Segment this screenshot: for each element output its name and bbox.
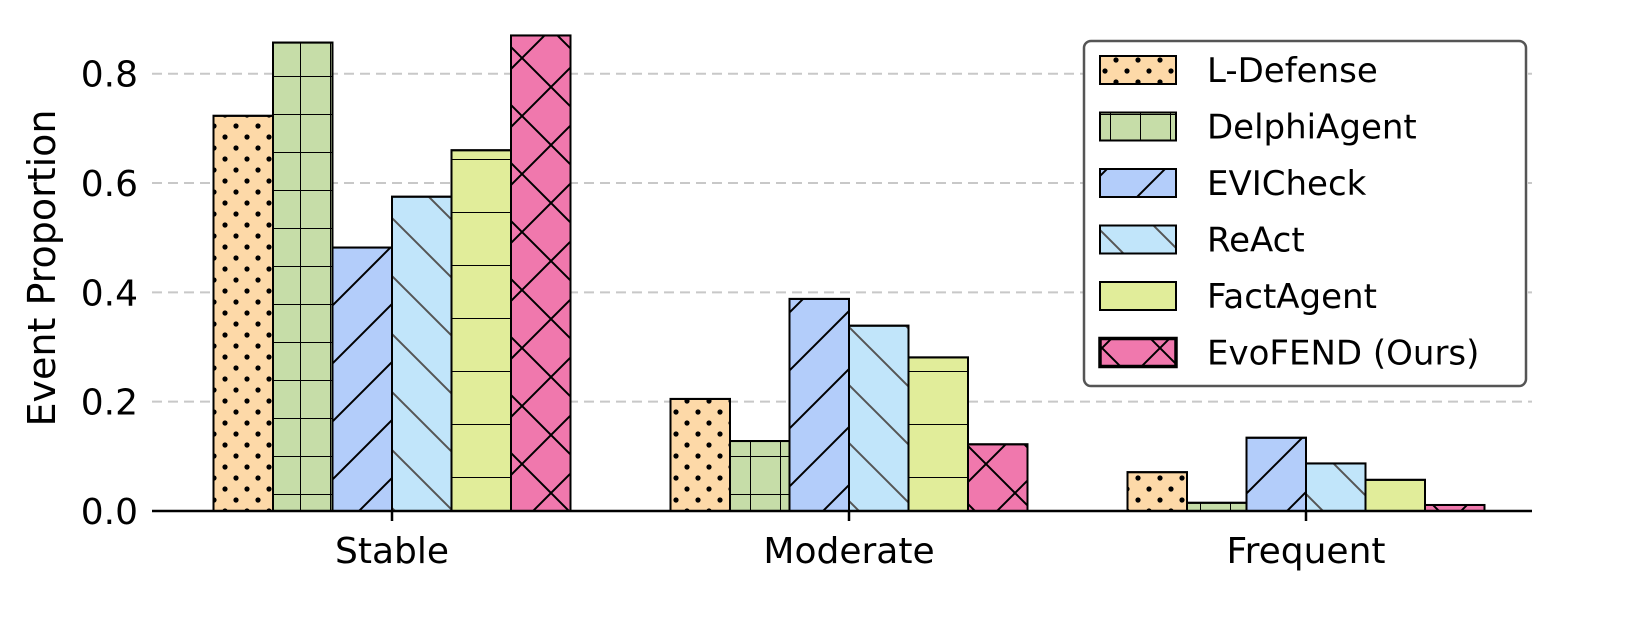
bar-factagent-stable [450, 149, 512, 512]
legend-swatch [1099, 224, 1177, 255]
legend-swatch [1099, 168, 1177, 198]
legend-label: EvoFEND (Ours) [1207, 334, 1479, 374]
bar-factagent-frequent [1364, 478, 1426, 513]
legend-item: ReAct [1099, 221, 1305, 261]
bar-react-moderate [848, 324, 910, 512]
legend-frame [1082, 39, 1528, 388]
y-axis-label: Event Proportion [20, 109, 64, 426]
bar-evicheck-moderate [788, 297, 850, 512]
legend-label: EVICheck [1207, 164, 1367, 204]
y-tick-label: 0.8 [81, 55, 138, 96]
bar-factagent-moderate [907, 356, 969, 512]
x-tick-label: Stable [335, 531, 449, 572]
legend-swatch [1099, 55, 1177, 85]
x-tick-label: Moderate [763, 531, 934, 572]
bar-evicheck-frequent [1245, 436, 1307, 512]
bar-evofend-ours--moderate [967, 443, 1029, 513]
bar-evofend-ours--stable [510, 34, 572, 512]
legend-swatch [1099, 281, 1177, 311]
bar-l-defense-frequent [1126, 471, 1188, 512]
bar-evicheck-stable [331, 246, 393, 512]
legend: L-Defense DelphiAgent EVICheck ReAct FactAge… [1082, 39, 1528, 388]
legend-label: FactAgent [1207, 277, 1377, 317]
bar-delphiagent-stable [272, 41, 334, 512]
y-tick-label: 0.6 [81, 164, 138, 205]
legend-item: EVICheck [1099, 164, 1367, 204]
legend-item: EvoFEND (Ours) [1098, 334, 1479, 374]
legend-swatch [1099, 111, 1177, 142]
legend-item: L-Defense [1099, 51, 1378, 91]
bar-l-defense-moderate [669, 397, 731, 512]
bar-l-defense-stable [212, 114, 274, 513]
bar-react-stable [391, 195, 453, 512]
legend-item: DelphiAgent [1099, 108, 1417, 148]
axes: 0.0 0.2 0.4 0.6 0.8 Stable Moderate Frequent Eve… [20, 55, 1532, 572]
legend-item: FactAgent [1099, 277, 1377, 317]
bars [212, 34, 1486, 513]
bar-react-frequent [1305, 462, 1367, 513]
y-tick-label: 0.0 [81, 492, 138, 533]
y-tick-label: 0.2 [81, 383, 138, 424]
x-tick-label: Frequent [1227, 531, 1386, 572]
legend-swatch [1098, 336, 1178, 369]
bar-delphiagent-moderate [729, 440, 791, 513]
legend-label: ReAct [1207, 221, 1305, 261]
legend-label: DelphiAgent [1207, 108, 1417, 148]
y-tick-label: 0.4 [81, 273, 138, 314]
legend-label: L-Defense [1207, 51, 1378, 91]
